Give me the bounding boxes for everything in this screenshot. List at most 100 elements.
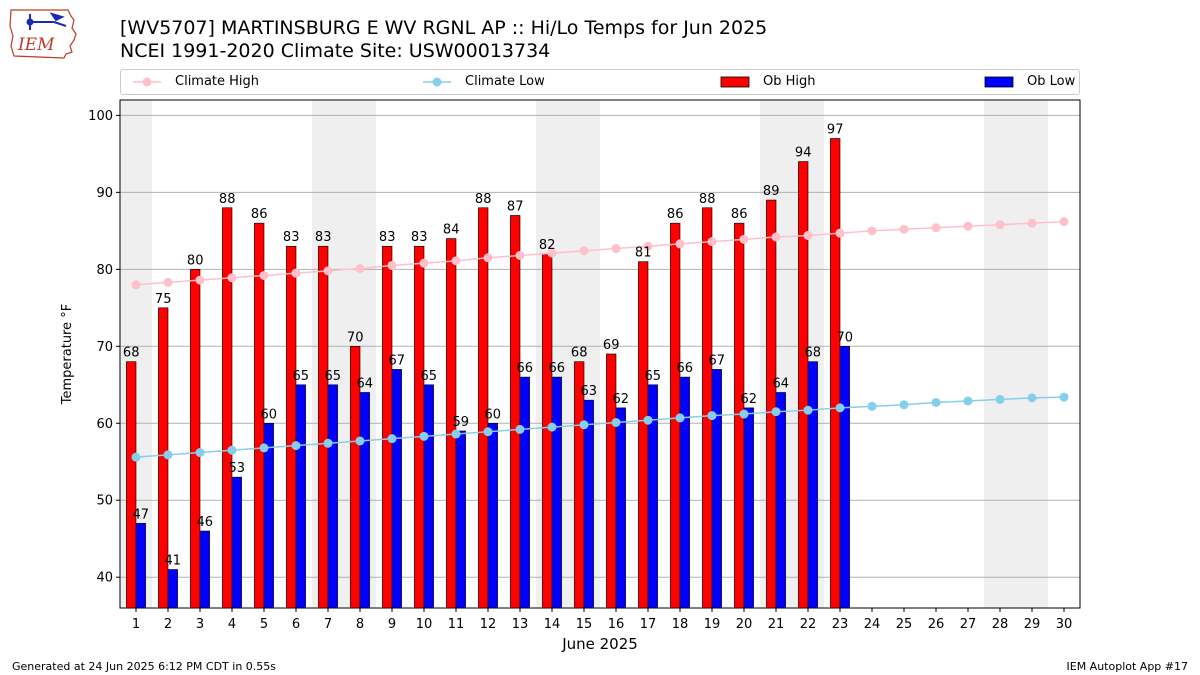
- y-tick-label-100: 100: [88, 109, 113, 124]
- climate-high-point-day-10: [419, 258, 429, 268]
- climate-low-point-day-7: [323, 438, 333, 448]
- data-labels: 68 75 80 88 86 83 83 70 83 83 84 88 87 82 68 69 81 86 88 86…: [123, 122, 853, 568]
- ob-low-label-day-3: 46: [197, 515, 214, 530]
- x-tick-label-20: 20: [736, 617, 753, 632]
- ob-low-bar-day-19: [711, 369, 722, 609]
- climate-low-point-day-30: [1059, 392, 1069, 402]
- ob-high-bar-day-10: [414, 245, 425, 609]
- x-tick-label-3: 3: [196, 617, 204, 632]
- ob-low-bar-day-2: [167, 569, 178, 609]
- climate-high-point-day-21: [771, 232, 781, 242]
- y-tick-label-40: 40: [96, 571, 113, 586]
- ob-low-label-day-17: 65: [645, 369, 662, 384]
- climate-high-point-day-14: [547, 248, 557, 258]
- ob-high-bar-day-7: [318, 245, 329, 609]
- ob-high-label-day-5: 86: [251, 207, 268, 222]
- climate-high-point-day-3: [195, 275, 205, 285]
- x-tick-label-23: 23: [832, 617, 849, 632]
- climate-low-point-day-20: [739, 409, 749, 419]
- ob-high-bar-day-9: [382, 245, 393, 609]
- climate-low-point-day-19: [707, 411, 717, 421]
- ob-high-bar-day-6: [286, 245, 297, 609]
- x-tick-label-28: 28: [992, 617, 1009, 632]
- y-tick-label-70: 70: [96, 340, 113, 355]
- ob-low-label-day-8: 64: [357, 376, 374, 391]
- chart-title: [WV5707] MARTINSBURG E WV RGNL AP :: Hi/…: [120, 17, 768, 39]
- x-tick-label-15: 15: [576, 617, 593, 632]
- x-tick-label-30: 30: [1056, 617, 1073, 632]
- ob-low-label-day-10: 65: [421, 369, 438, 384]
- y-tick-label-50: 50: [96, 494, 113, 509]
- climate-high-point-day-24: [867, 226, 877, 236]
- generated-timestamp: Generated at 24 Jun 2025 6:12 PM CDT in …: [12, 660, 277, 673]
- ob-high-label-day-3: 80: [187, 253, 204, 268]
- climate-low-point-day-1: [131, 452, 141, 462]
- ob-low-label-day-1: 47: [133, 507, 150, 522]
- ob-high-label-day-15: 68: [571, 346, 588, 361]
- ob-low-label-day-13: 66: [517, 361, 534, 376]
- climate-low-point-day-15: [579, 420, 589, 430]
- climate-low-point-day-8: [355, 436, 365, 446]
- x-tick-label-26: 26: [928, 617, 945, 632]
- ob-low-label-day-18: 66: [677, 361, 694, 376]
- climate-low-point-day-28: [995, 394, 1005, 404]
- ob-high-label-day-2: 75: [155, 292, 172, 307]
- climate-low-point-day-5: [259, 443, 269, 453]
- legend-label-climate-low: Climate Low: [465, 74, 545, 89]
- ob-high-label-day-1: 68: [123, 346, 140, 361]
- weekend-band-day-29: [1016, 100, 1048, 608]
- climate-low-point-day-24: [867, 401, 877, 411]
- legend: Climate High Climate Low Ob High Ob Low: [120, 69, 1080, 95]
- y-tick-label-80: 80: [96, 263, 113, 278]
- climate-high-point-day-6: [291, 268, 301, 278]
- climate-high-point-day-11: [451, 256, 461, 266]
- ob-low-label-day-6: 65: [293, 369, 310, 384]
- ob-low-bar-day-14: [551, 376, 562, 609]
- climate-high-point-day-13: [515, 250, 525, 260]
- climate-high-point-day-29: [1027, 218, 1037, 228]
- climate-low-point-day-29: [1027, 393, 1037, 403]
- x-axis-label: June 2025: [561, 635, 638, 653]
- iowa-outline-icon: [9, 9, 77, 59]
- climate-high-point-day-12: [483, 253, 493, 263]
- plot-frame: [119, 99, 1081, 609]
- ob-high-bar-day-21: [766, 199, 777, 609]
- x-tick-label-24: 24: [864, 617, 881, 632]
- ob-high-label-day-17: 81: [635, 246, 652, 261]
- climate-high-point-day-1: [131, 280, 141, 290]
- x-tick-label-12: 12: [480, 617, 497, 632]
- x-tick-label-5: 5: [260, 617, 268, 632]
- ob-low-label-day-9: 67: [389, 353, 406, 368]
- climate-low-point-day-17: [643, 415, 653, 425]
- climate-high-point-day-27: [963, 221, 973, 231]
- climate-low-point-day-18: [675, 413, 685, 423]
- ob-high-bar-day-22: [798, 161, 809, 609]
- x-tick-label-13: 13: [512, 617, 529, 632]
- ob-low-bar-day-7: [327, 384, 338, 609]
- ob-high-bar-day-1: [126, 361, 137, 609]
- climate-low-line: [135, 396, 1065, 458]
- legend-marker-ob-low: [984, 76, 1014, 88]
- x-tick-label-21: 21: [768, 617, 785, 632]
- ob-low-label-day-14: 66: [549, 361, 566, 376]
- ob-high-label-day-13: 87: [507, 199, 524, 214]
- ob-high-label-day-21: 89: [763, 184, 780, 199]
- ob-low-bar-day-20: [743, 407, 754, 609]
- legend-label-ob-low: Ob Low: [1027, 74, 1076, 89]
- climate-low-point-day-27: [963, 396, 973, 406]
- chart-subtitle: NCEI 1991-2020 Climate Site: USW00013734: [120, 40, 551, 62]
- ob-low-bar-day-11: [455, 430, 466, 609]
- climate-low-point-day-12: [483, 427, 493, 437]
- climate-high-point-day-17: [643, 241, 653, 251]
- ob-high-label-day-6: 83: [283, 230, 300, 245]
- climate-low-point-day-14: [547, 422, 557, 432]
- ob-low-bar-day-18: [679, 376, 690, 609]
- x-tick-label-9: 9: [388, 617, 396, 632]
- ob-low-label-day-20: 62: [741, 392, 758, 407]
- weekend-band-day-28: [984, 100, 1016, 608]
- ob-low-bar-day-23: [839, 346, 850, 609]
- ob-high-label-day-19: 88: [699, 192, 716, 207]
- x-tick-label-17: 17: [640, 617, 657, 632]
- climate-high-point-day-25: [899, 224, 909, 234]
